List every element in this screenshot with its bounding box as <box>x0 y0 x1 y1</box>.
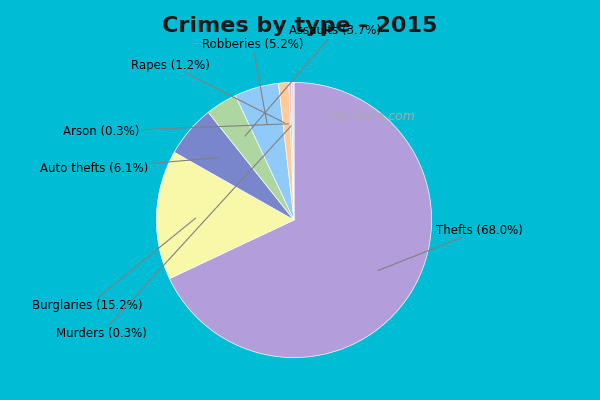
Text: City-Data.com: City-Data.com <box>317 110 415 123</box>
Text: Auto thefts (6.1%): Auto thefts (6.1%) <box>40 158 218 175</box>
Wedge shape <box>169 82 431 358</box>
Wedge shape <box>208 96 294 220</box>
Text: Rapes (1.2%): Rapes (1.2%) <box>131 59 284 123</box>
Text: Crimes by type - 2015: Crimes by type - 2015 <box>163 16 437 36</box>
Wedge shape <box>292 82 294 220</box>
Wedge shape <box>278 82 294 220</box>
Wedge shape <box>174 112 294 220</box>
Text: Robberies (5.2%): Robberies (5.2%) <box>202 38 304 125</box>
Wedge shape <box>235 83 294 220</box>
Text: Thefts (68.0%): Thefts (68.0%) <box>378 224 523 270</box>
Text: Arson (0.3%): Arson (0.3%) <box>63 124 289 138</box>
Wedge shape <box>157 152 294 278</box>
Text: Assaults (3.7%): Assaults (3.7%) <box>245 24 381 136</box>
Text: Murders (0.3%): Murders (0.3%) <box>56 126 291 340</box>
Wedge shape <box>289 82 294 220</box>
Text: Burglaries (15.2%): Burglaries (15.2%) <box>32 218 196 312</box>
